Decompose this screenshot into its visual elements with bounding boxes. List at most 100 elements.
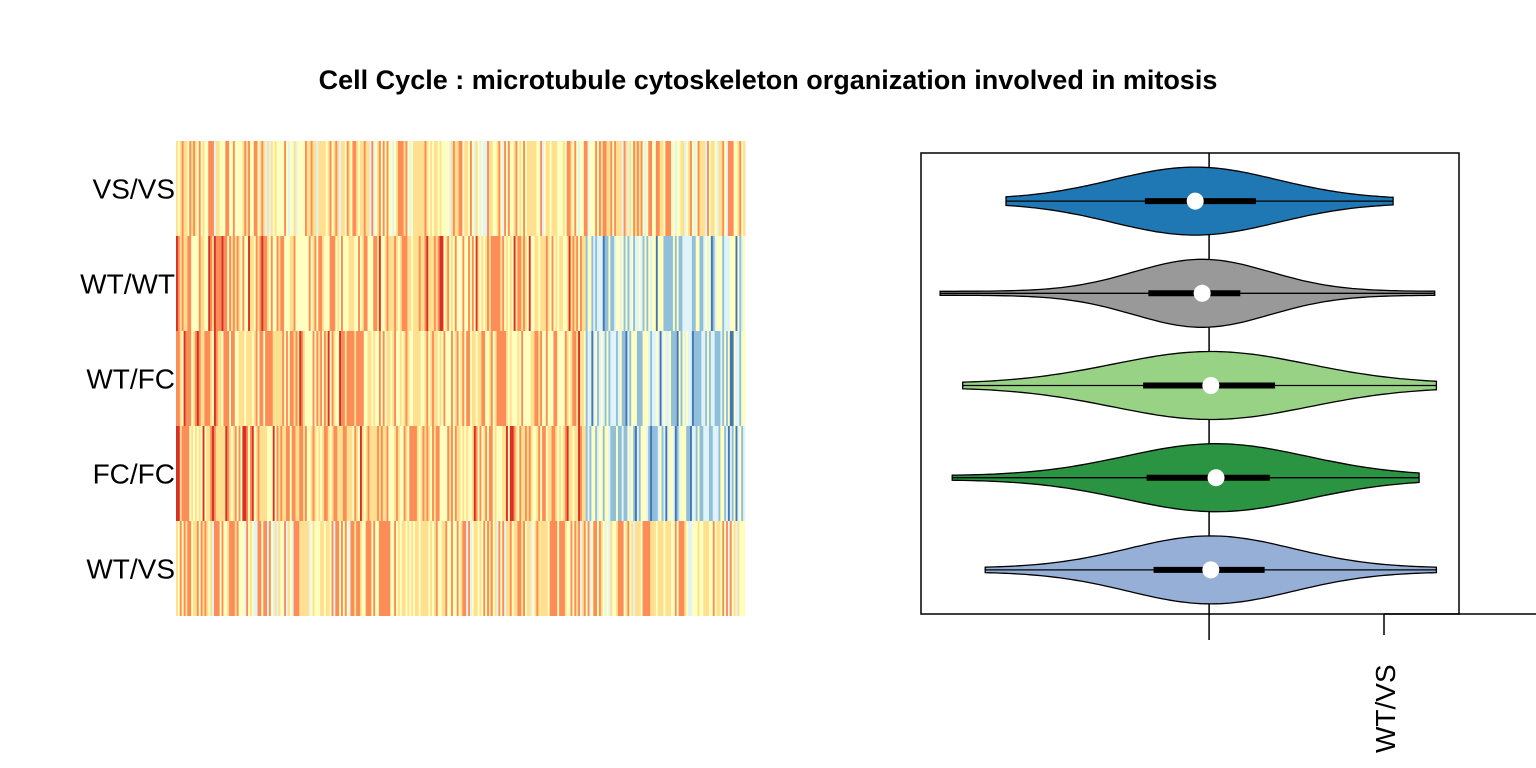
- heatmap-cell: [323, 426, 327, 521]
- heatmap-cell: [568, 426, 571, 521]
- heatmap-cell: [392, 426, 395, 521]
- heatmap-cell: [686, 521, 689, 616]
- heatmap-cell: [378, 141, 382, 236]
- heatmap-cell: [341, 426, 344, 521]
- heatmap-cell: [229, 331, 232, 426]
- heatmap-cell: [394, 236, 397, 331]
- heatmap-cell: [697, 521, 700, 616]
- heatmap-cell: [219, 521, 222, 616]
- heatmap-cell: [593, 521, 596, 616]
- heatmap-cell: [265, 331, 268, 426]
- heatmap-cell: [225, 521, 228, 616]
- heatmap-cell: [208, 141, 211, 236]
- heatmap-cell: [564, 141, 568, 236]
- heatmap-cell: [261, 141, 264, 236]
- heatmap-cell: [333, 426, 336, 521]
- heatmap-cell: [652, 426, 655, 521]
- heatmap-cell: [314, 141, 317, 236]
- heatmap-cell: [452, 521, 456, 616]
- heatmap-cell: [547, 236, 551, 331]
- heatmap-cell: [543, 426, 547, 521]
- heatmap-cell: [625, 236, 628, 331]
- heatmap-cell: [454, 521, 458, 616]
- heatmap-cell: [663, 331, 666, 426]
- violin: [939, 258, 1436, 328]
- heatmap-cell: [627, 426, 630, 521]
- heatmap-cell: [602, 236, 606, 331]
- heatmap-cell: [263, 331, 266, 426]
- heatmap-cell: [204, 331, 207, 426]
- heatmap-cell: [477, 236, 480, 331]
- heatmap-cell: [674, 236, 678, 331]
- heatmap-cell: [617, 426, 621, 521]
- heatmap-cell: [348, 141, 351, 236]
- heatmap-cell: [272, 426, 276, 521]
- heatmap-cell: [354, 331, 357, 426]
- heatmap-cell: [179, 426, 183, 521]
- heatmap-cell: [743, 521, 746, 616]
- heatmap-cell: [646, 521, 649, 616]
- heatmap-cell: [585, 141, 588, 236]
- heatmap-cell: [356, 141, 359, 236]
- heatmap-cell: [210, 236, 213, 331]
- heatmap-cell: [543, 236, 547, 331]
- heatmap-cell: [213, 331, 217, 426]
- heatmap-cell: [479, 426, 482, 521]
- heatmap-cell: [223, 521, 226, 616]
- heatmap-cell: [648, 521, 651, 616]
- chart-title: Cell Cycle : microtubule cytoskeleton or…: [319, 65, 1218, 95]
- heatmap-cell: [240, 426, 243, 521]
- heatmap-cell: [532, 141, 535, 236]
- heatmap-cell: [185, 426, 188, 521]
- heatmap-cell: [712, 426, 716, 521]
- heatmap-cell: [464, 236, 467, 331]
- heatmap-cell: [667, 331, 670, 426]
- heatmap-cell: [718, 236, 721, 331]
- heatmap-cell: [284, 236, 287, 331]
- heatmap-cell: [223, 426, 226, 521]
- heatmap-cell: [295, 521, 298, 616]
- heatmap-cell: [196, 426, 200, 521]
- heatmap-cell: [591, 426, 594, 521]
- heatmap-cell: [287, 521, 291, 616]
- heatmap-cell: [342, 426, 346, 521]
- heatmap-cell: [714, 521, 717, 616]
- heatmap-cell: [650, 426, 653, 521]
- heatmap-cell: [741, 521, 744, 616]
- heatmap-cell: [460, 426, 463, 521]
- heatmap-cell: [299, 426, 302, 521]
- heatmap-cell: [653, 331, 657, 426]
- heatmap-cell: [390, 521, 393, 616]
- heatmap-cell: [234, 426, 238, 521]
- heatmap-cell: [177, 236, 181, 331]
- heatmap-cell: [210, 141, 213, 236]
- heatmap-cell: [737, 521, 740, 616]
- heatmap-cell: [701, 521, 704, 616]
- heatmap-cell: [382, 426, 386, 521]
- heatmap-cell: [378, 426, 382, 521]
- heatmap-cell: [633, 426, 636, 521]
- heatmap-cell: [232, 141, 236, 236]
- heatmap-cell: [399, 141, 403, 236]
- heatmap-cell: [301, 141, 304, 236]
- heatmap-cell: [547, 426, 551, 521]
- heatmap-cell: [469, 521, 473, 616]
- heatmap-cell: [356, 426, 359, 521]
- heatmap-cell: [380, 426, 384, 521]
- heatmap-cell: [316, 331, 319, 426]
- heatmap-cell: [545, 331, 549, 426]
- heatmap-cell: [177, 521, 181, 616]
- heatmap-cell: [695, 141, 698, 236]
- heatmap-cell: [234, 331, 238, 426]
- heatmap-cell: [498, 236, 501, 331]
- heatmap-cell: [341, 236, 344, 331]
- heatmap-cell: [690, 331, 693, 426]
- heatmap-cell: [255, 521, 258, 616]
- heatmap-cell: [507, 331, 511, 426]
- heatmap-cell: [447, 236, 450, 331]
- heatmap-cell: [193, 426, 196, 521]
- heatmap-cell: [335, 521, 338, 616]
- heatmap-cell: [680, 141, 683, 236]
- heatmap-cell: [299, 236, 302, 331]
- heatmap-cell: [494, 426, 497, 521]
